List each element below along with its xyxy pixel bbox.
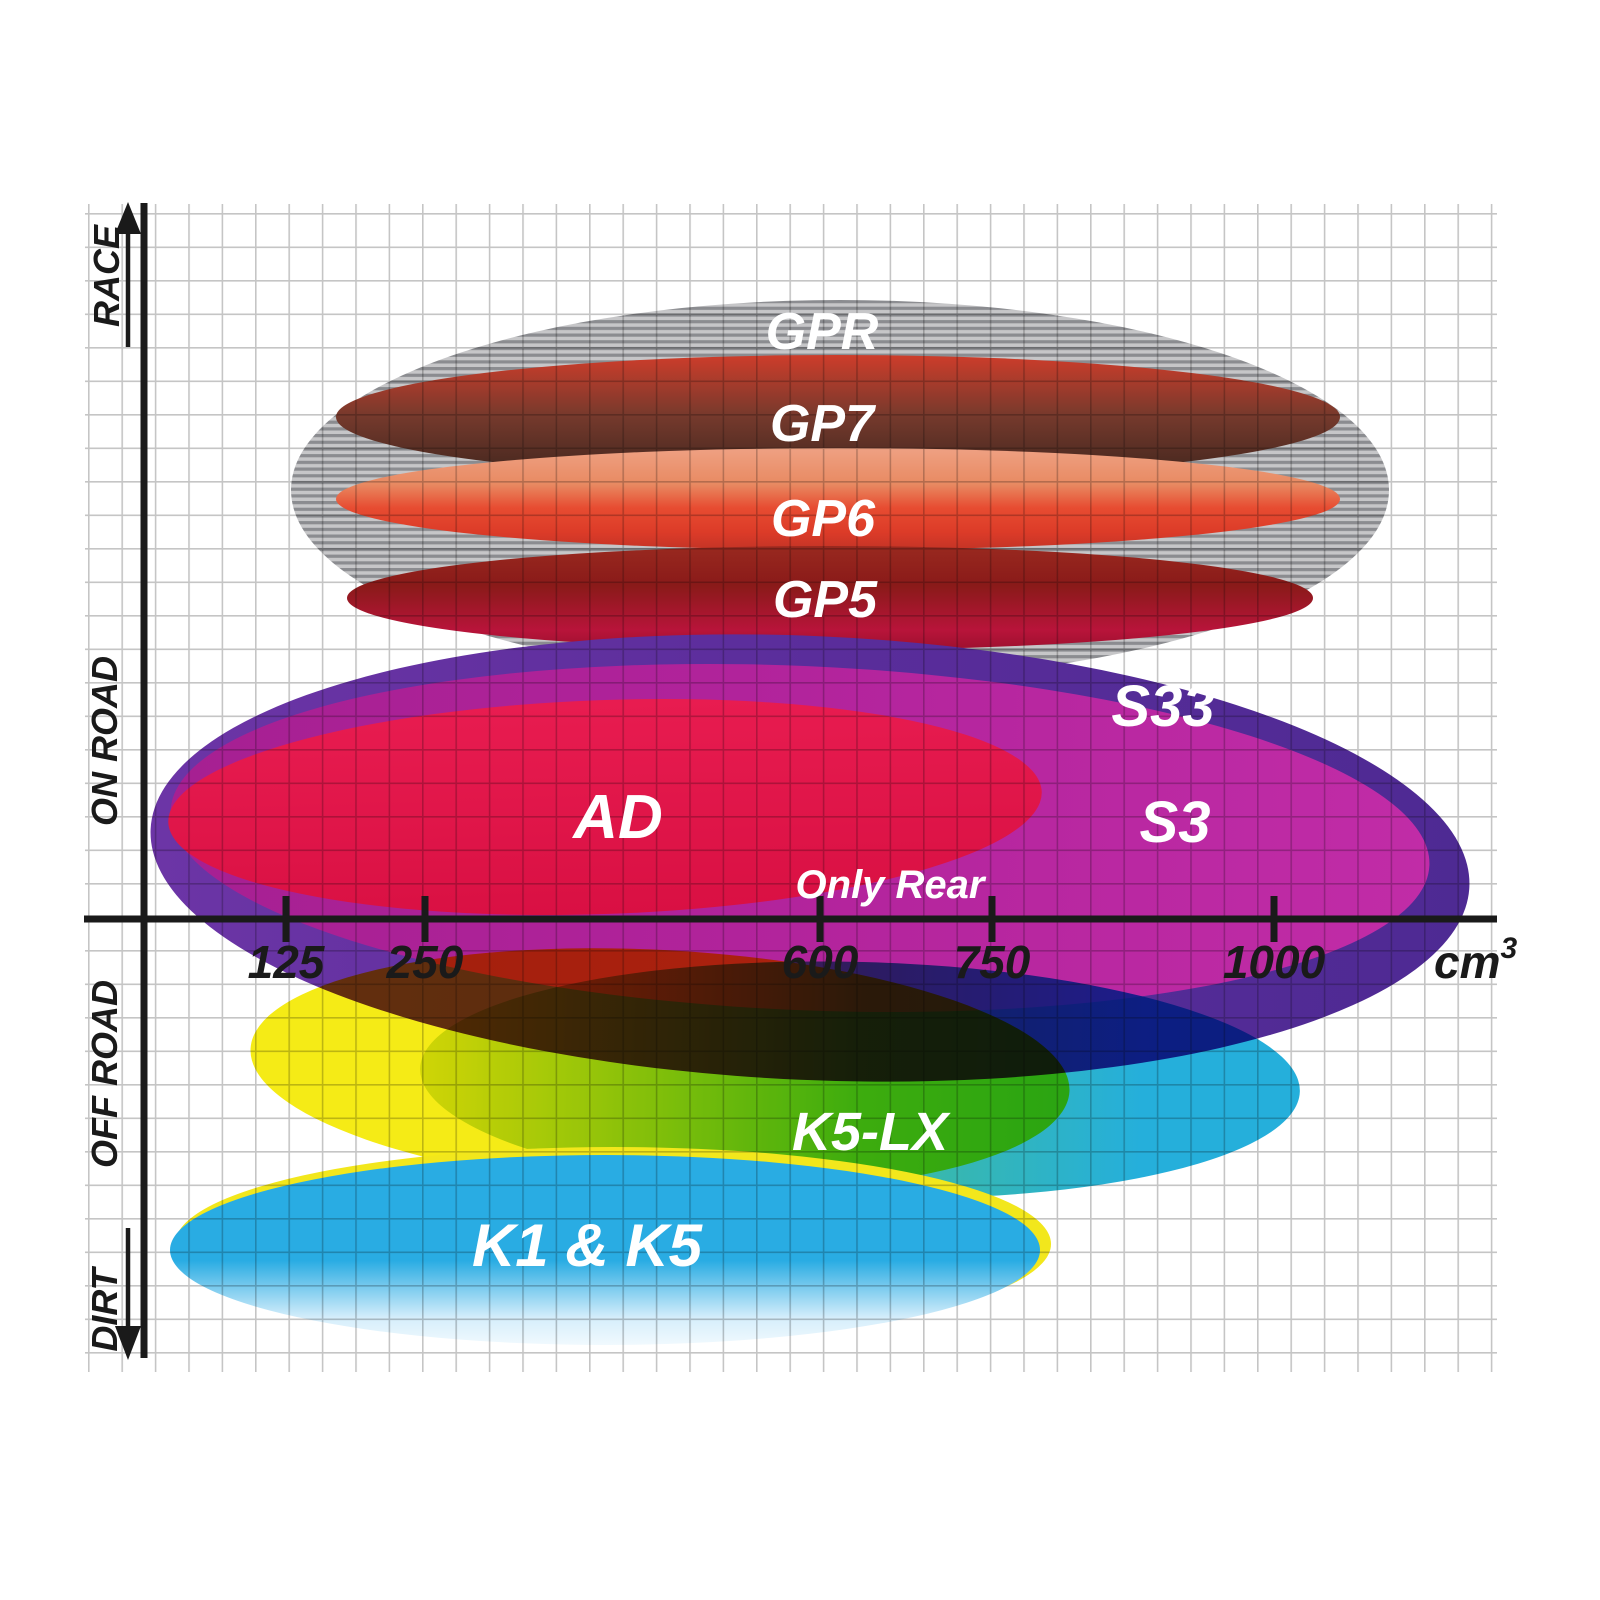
gp6-label: GP6 <box>771 490 876 548</box>
gp7-label: GP7 <box>770 395 876 453</box>
race-arrow-up-icon <box>115 202 141 347</box>
x-tick-label-1000: 1000 <box>1223 936 1326 988</box>
k1k5-label: K1 & K5 <box>472 1212 704 1279</box>
only-rear-annotation: Only Rear <box>796 863 987 907</box>
gp5-label: GP5 <box>773 571 878 629</box>
x-tick-label-125: 125 <box>248 936 326 988</box>
x-tick-label-250: 250 <box>386 936 464 988</box>
zone-label-on-road: ON ROAD <box>84 656 125 826</box>
unit-exponent: 3 <box>1500 932 1517 965</box>
s33-label: S33 <box>1111 674 1214 739</box>
zone-label-off-road: OFF ROAD <box>84 980 125 1168</box>
zone-label-race: RACE <box>86 224 127 327</box>
x-axis-unit-label: cm3 <box>1434 932 1517 988</box>
grid-overlay <box>85 204 1497 1372</box>
dirt-arrow-down-icon <box>115 1228 141 1360</box>
unit-base: cm <box>1434 936 1500 988</box>
x-tick-label-750: 750 <box>954 936 1031 988</box>
k5lx-label: K5-LX <box>792 1102 951 1162</box>
zone-label-dirt: DIRT <box>84 1265 125 1351</box>
x-tick-label-600: 600 <box>782 936 859 988</box>
ad-label: AD <box>571 783 663 852</box>
x-axis-ticks <box>282 896 1278 942</box>
gpr-label: GPR <box>766 303 879 361</box>
s3-label: S3 <box>1140 790 1211 855</box>
